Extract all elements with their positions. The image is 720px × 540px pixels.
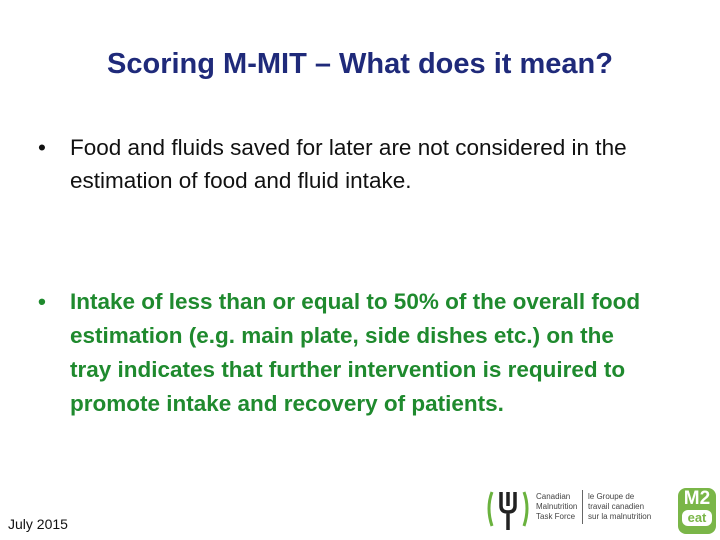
logo-divider [582, 490, 583, 524]
logo-english: Canadian Malnutrition Task Force [536, 492, 577, 522]
logo-line: le Groupe de [588, 492, 635, 501]
slide-title: Scoring M-MIT – What does it mean? [107, 48, 613, 80]
logo-line: Task Force [536, 512, 576, 521]
m2eat-badge: M2 eat [678, 488, 716, 534]
bullet-text: Food and fluids saved for later are not … [70, 135, 627, 193]
logo-line: sur la malnutrition [588, 512, 652, 521]
logo-line: Canadian [536, 492, 571, 501]
logo-line: travail canadien [588, 502, 645, 511]
fork-icon [487, 491, 529, 530]
bullet: • Intake of less than or equal to 50% of… [38, 285, 658, 421]
footer-date: July 2015 [8, 516, 68, 532]
badge-text: M2 [683, 488, 711, 509]
bullet-text: Intake of less than or equal to 50% of t… [70, 289, 641, 416]
bullet-dot: • [38, 135, 46, 160]
bullet: • Food and fluids saved for later are no… [38, 131, 658, 197]
logo-line: Malnutrition [536, 502, 578, 511]
badge-text: eat [682, 510, 712, 526]
logo-french: le Groupe de travail canadien sur la mal… [588, 492, 651, 522]
bullet-dot: • [38, 289, 46, 314]
